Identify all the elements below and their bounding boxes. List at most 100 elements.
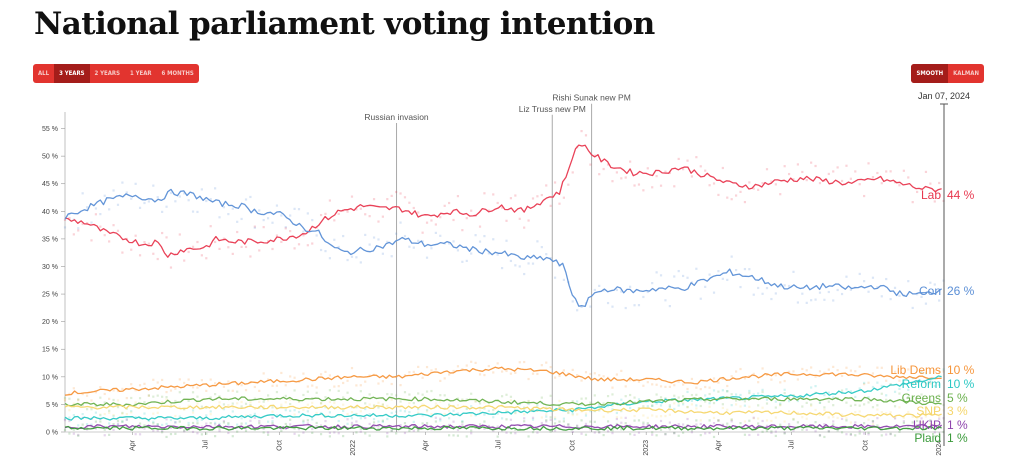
poll-dot — [214, 423, 217, 426]
poll-dot — [456, 428, 460, 432]
range-all-button[interactable]: ALL — [38, 70, 50, 77]
poll-dot — [553, 429, 557, 432]
poll-dot — [690, 429, 694, 432]
poll-dot — [902, 372, 905, 376]
poll-dot — [598, 403, 601, 406]
poll-dot — [682, 395, 685, 398]
poll-dot — [266, 420, 270, 423]
poll-dot — [425, 365, 429, 369]
poll-dot — [695, 404, 698, 407]
poll-dot — [500, 417, 504, 420]
mode-smooth-button[interactable]: SMOOTH — [911, 64, 949, 83]
poll-dot — [430, 412, 433, 416]
range-1-year-button[interactable]: 1 YEAR — [129, 70, 152, 77]
poll-dot — [540, 416, 543, 419]
poll-dot — [483, 413, 486, 416]
mode-kalman-button[interactable]: KALMAN — [953, 70, 979, 77]
poll-dot — [805, 179, 808, 182]
poll-dot — [342, 381, 345, 385]
poll-dot — [386, 435, 389, 438]
poll-dot — [509, 418, 513, 421]
poll-dot — [783, 432, 786, 435]
poll-dot — [620, 416, 623, 419]
poll-dot — [611, 408, 614, 411]
poll-dot — [898, 430, 901, 433]
poll-dot — [827, 416, 830, 419]
series-line-greens — [64, 396, 942, 407]
poll-dot — [589, 420, 592, 423]
poll-dot — [615, 373, 618, 376]
poll-dot — [796, 301, 800, 304]
poll-dot — [668, 428, 671, 431]
poll-dot — [765, 419, 769, 422]
poll-dot — [686, 390, 689, 394]
poll-dot — [319, 411, 323, 415]
poll-dot — [527, 435, 530, 438]
poll-dot — [500, 206, 504, 209]
poll-dot — [169, 418, 173, 422]
poll-dot — [205, 432, 208, 435]
poll-dot — [827, 290, 830, 294]
poll-dot — [823, 298, 826, 301]
poll-dot — [885, 433, 888, 436]
poll-dot — [112, 414, 115, 418]
poll-dot — [81, 222, 84, 226]
poll-dot — [686, 406, 689, 409]
poll-dot — [717, 419, 720, 422]
poll-dot — [765, 398, 769, 401]
poll-dot — [673, 185, 676, 188]
poll-dot — [284, 384, 287, 387]
poll-dot — [637, 183, 641, 186]
poll-dot — [72, 428, 75, 431]
poll-dot — [222, 237, 226, 240]
poll-dot — [730, 198, 733, 201]
poll-dot — [191, 409, 195, 412]
poll-dot — [81, 412, 84, 416]
poll-dot — [240, 245, 243, 248]
poll-dot — [200, 425, 203, 428]
poll-dot — [739, 285, 742, 289]
poll-dot — [593, 372, 596, 375]
poll-dot — [858, 183, 861, 186]
poll-dot — [840, 292, 844, 296]
cursor-date-label: Jan 07, 2024 — [918, 91, 970, 101]
poll-dot — [275, 384, 279, 387]
poll-dot — [302, 372, 305, 375]
poll-dot — [721, 389, 724, 392]
poll-dot — [191, 391, 195, 394]
poll-dot — [571, 171, 574, 174]
poll-dot — [876, 417, 879, 420]
poll-dot — [461, 420, 464, 423]
x-tick-label: 2022 — [350, 440, 357, 456]
poll-dot — [147, 425, 150, 428]
poll-dot — [448, 423, 451, 427]
poll-dot — [103, 392, 106, 396]
poll-dot — [752, 416, 755, 419]
poll-dot — [690, 431, 694, 434]
poll-dot — [439, 400, 442, 403]
poll-dot — [712, 389, 716, 392]
poll-dot — [355, 384, 358, 387]
poll-dot — [637, 431, 641, 434]
range-3-years-button[interactable]: 3 YEARS — [54, 64, 90, 83]
poll-dot — [845, 419, 848, 422]
poll-dot — [677, 269, 680, 273]
poll-dot — [929, 379, 932, 382]
poll-dot — [845, 433, 848, 436]
poll-dot — [421, 414, 424, 417]
poll-dot — [624, 422, 627, 425]
poll-dot — [209, 421, 212, 425]
series-value-label: 44 % — [947, 188, 975, 202]
poll-dot — [306, 419, 309, 422]
poll-dot — [452, 434, 455, 437]
poll-dot — [611, 386, 614, 389]
poll-dot — [911, 415, 914, 418]
poll-dot — [452, 409, 455, 412]
range-6-months-button[interactable]: 6 MONTHS — [161, 70, 194, 77]
poll-dot — [580, 419, 583, 422]
range-2-years-button[interactable]: 2 YEARS — [94, 70, 120, 77]
series-line-reform — [64, 375, 942, 421]
poll-dot — [704, 426, 707, 429]
poll-dot — [629, 400, 632, 403]
